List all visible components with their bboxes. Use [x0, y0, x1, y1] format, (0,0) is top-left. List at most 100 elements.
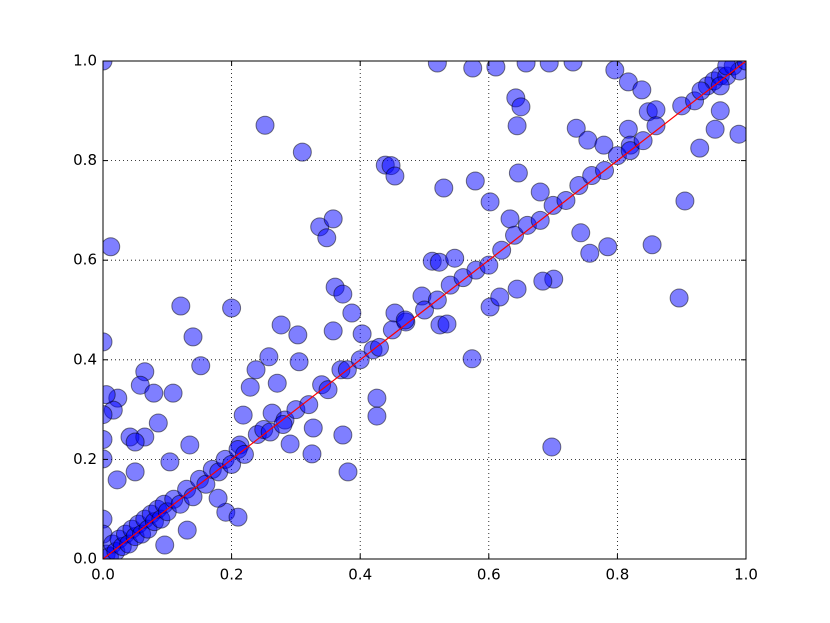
- scatter-point: [107, 470, 127, 490]
- scatter-point: [273, 415, 293, 435]
- scatter-point: [729, 124, 746, 144]
- scatter-point: [208, 488, 228, 508]
- scatter-point: [171, 296, 191, 316]
- scatter-point: [333, 425, 353, 445]
- scatter-point: [183, 327, 203, 347]
- scatter-point: [479, 255, 499, 275]
- scatter-point: [507, 116, 527, 136]
- scatter-point: [427, 61, 447, 73]
- scatter-point: [125, 462, 145, 482]
- line: [103, 61, 746, 559]
- scatter-point: [571, 223, 591, 243]
- scatter-point: [642, 235, 662, 255]
- scatter-point: [385, 166, 405, 186]
- scatter-point: [578, 130, 598, 150]
- y-tick-label: 0.8: [73, 151, 97, 169]
- scatter-point: [480, 192, 500, 212]
- scatter-point: [500, 209, 520, 229]
- scatter-point: [163, 383, 183, 403]
- scatter-point: [598, 237, 618, 257]
- y-tick-label: 1.0: [73, 52, 97, 70]
- scatter-point: [103, 385, 116, 405]
- scatter-point: [222, 298, 242, 318]
- scatter-point: [566, 118, 586, 138]
- y-tick-label: 0.2: [73, 450, 97, 468]
- y-tick-label: 0.4: [73, 350, 97, 368]
- scatter-point: [511, 97, 531, 117]
- scatter-point: [710, 76, 730, 96]
- scatter-point: [191, 356, 211, 376]
- scatter-point: [516, 61, 536, 73]
- x-tick-label: 0.8: [605, 566, 629, 584]
- scatter-point: [508, 163, 528, 183]
- scatter-point: [103, 61, 113, 71]
- scatter-point: [505, 225, 525, 245]
- scatter-point: [437, 314, 457, 334]
- scatter-point: [486, 61, 506, 77]
- scatter-point: [180, 435, 200, 455]
- scatter-point: [675, 191, 695, 211]
- scatter-point: [255, 115, 275, 135]
- scatter-point: [144, 383, 164, 403]
- scatter-point: [228, 507, 248, 527]
- scatter-point: [103, 509, 113, 529]
- scatter-point: [103, 237, 121, 257]
- scatter-point: [669, 288, 689, 308]
- scatter-point: [530, 182, 550, 202]
- scatter-point: [103, 332, 113, 352]
- scatter-point: [632, 80, 652, 100]
- scatter-point: [594, 135, 614, 155]
- scatter-point: [646, 100, 666, 120]
- scatter-point: [267, 373, 287, 393]
- scatter-point: [318, 380, 338, 400]
- scatter-point: [367, 388, 387, 408]
- scatter-point: [533, 271, 553, 291]
- scatter-point: [465, 171, 485, 191]
- scatter-point: [338, 462, 358, 482]
- scatter-point: [280, 434, 300, 454]
- scatter-point: [382, 320, 402, 340]
- scatter-point: [240, 377, 260, 397]
- scatter-point: [155, 535, 175, 555]
- scatter-point: [288, 325, 308, 345]
- scatter-point: [333, 284, 353, 304]
- scatter-point: [303, 418, 323, 438]
- scatter-point: [367, 406, 387, 426]
- x-tick-label: 0.4: [348, 566, 372, 584]
- scatter-point: [342, 303, 362, 323]
- scatter-point: [352, 324, 372, 344]
- scatter-point: [103, 405, 113, 425]
- scatter-point: [563, 61, 583, 72]
- scatter-point: [462, 349, 482, 369]
- scatter-point: [569, 176, 589, 195]
- scatter-point: [246, 360, 266, 380]
- scatter-point: [710, 101, 730, 121]
- scatter-point: [690, 138, 710, 158]
- scatter-point: [103, 429, 113, 449]
- axes-frame: [102, 60, 747, 560]
- scatter-point: [177, 520, 197, 540]
- scatter-point: [395, 310, 415, 330]
- scatter-point: [542, 437, 562, 457]
- scatter-point: [434, 178, 454, 198]
- scatter-point: [234, 444, 254, 464]
- scatter-point: [323, 321, 343, 341]
- scatter-point: [160, 452, 180, 472]
- scatter-point: [445, 248, 465, 268]
- scatter-point: [323, 209, 343, 229]
- scatter-point: [148, 413, 168, 433]
- scatter-point: [580, 243, 600, 263]
- scatter-point: [539, 61, 559, 73]
- scatter-point: [705, 119, 725, 139]
- scatter-point: [646, 116, 666, 136]
- plot-area: [103, 61, 746, 559]
- axes: 0.0 0.2 0.4 0.6 0.8 1.0 0.0 0.2 0.4 0.6 0.8 1.0: [73, 52, 758, 584]
- scatter-point: [259, 347, 279, 367]
- x-tick-label: 0.6: [477, 566, 501, 584]
- scatter-point: [463, 61, 483, 78]
- scatter-point: [317, 228, 337, 248]
- scatter-point: [292, 142, 312, 162]
- y-tick-label: 0.6: [73, 251, 97, 269]
